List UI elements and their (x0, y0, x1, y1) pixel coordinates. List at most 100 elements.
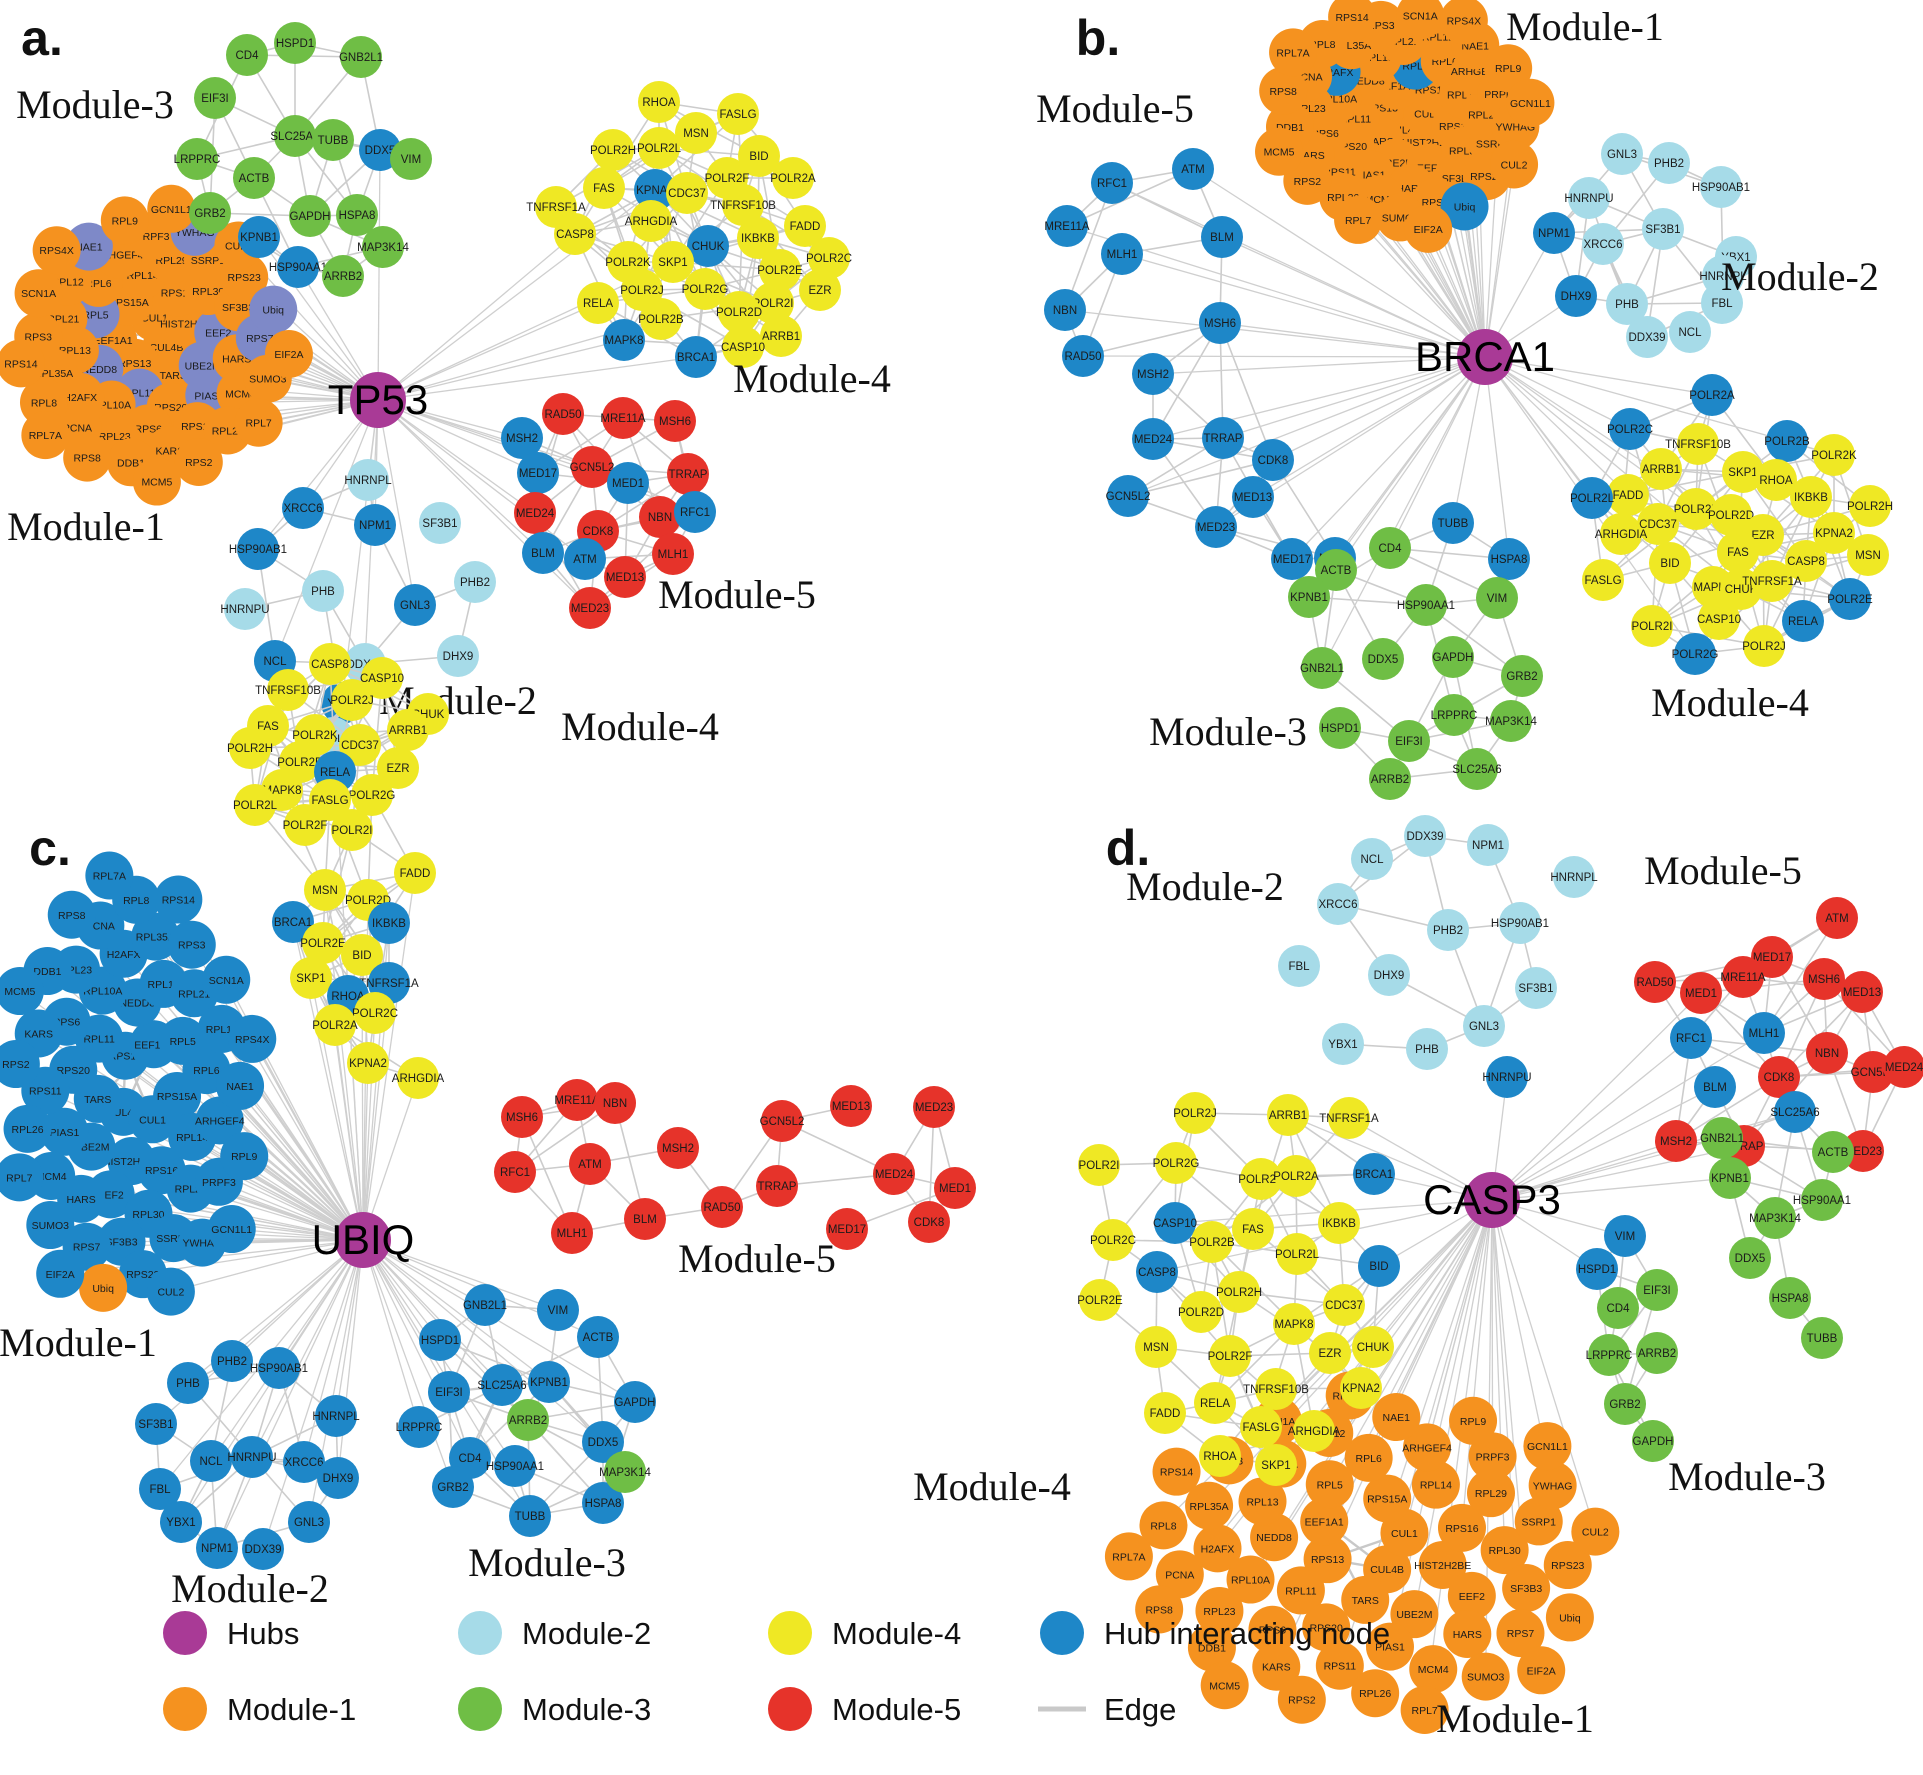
node-circle-POLR2A[interactable] (314, 1004, 356, 1046)
node-circle-POLR2F[interactable] (1675, 488, 1717, 530)
node-circle-SLC25A6[interactable] (1774, 1091, 1816, 1133)
node-RPL7[interactable]: RPL7 (234, 398, 283, 447)
legend-item-module-3[interactable]: Module-3 (458, 1687, 651, 1731)
node-GCN1L1[interactable]: GCN1L1 (1506, 78, 1555, 127)
node-CD4[interactable]: CD4 (1597, 1287, 1639, 1329)
node-POLR2L[interactable]: POLR2L (1570, 477, 1615, 519)
node-circle-POLR2D[interactable] (1710, 494, 1752, 536)
node-circle-HSP90AB1[interactable] (1700, 166, 1742, 208)
node-circle-EIF2A[interactable] (1517, 1646, 1566, 1695)
node-circle-TNFRSF10B[interactable] (1255, 1368, 1297, 1410)
node-circle-BID[interactable] (738, 135, 780, 177)
node-ARRB2[interactable]: ARRB2 (322, 255, 364, 297)
node-MSN[interactable]: MSN (675, 112, 717, 154)
node-circle-ARHGDIA[interactable] (630, 200, 672, 242)
node-circle-GRB2[interactable] (1604, 1383, 1646, 1425)
node-circle-HSP90AA1[interactable] (277, 246, 319, 288)
node-circle-MAP3K14[interactable] (604, 1451, 646, 1493)
node-NCL[interactable]: NCL (1351, 838, 1393, 880)
node-circle-HNRNPU[interactable] (224, 588, 266, 630)
node-MED13[interactable]: MED13 (604, 556, 646, 598)
node-circle-CDC37[interactable] (666, 172, 708, 214)
node-circle-POLR2B[interactable] (1191, 1221, 1233, 1263)
node-circle-HSPA8[interactable] (1488, 538, 1530, 580)
node-circle-RELA[interactable] (1194, 1382, 1236, 1424)
node-circle-Ubiq[interactable] (249, 285, 298, 334)
node-circle-BLM[interactable] (624, 1198, 666, 1240)
node-MED1[interactable]: MED1 (1680, 972, 1722, 1014)
node-ACTB[interactable]: ACTB (1812, 1131, 1854, 1173)
node-circle-FAS[interactable] (1717, 531, 1759, 573)
node-circle-CASP10[interactable] (1154, 1202, 1196, 1244)
node-IKBKB[interactable]: IKBKB (368, 902, 410, 944)
node-circle-DDX5[interactable] (582, 1421, 624, 1463)
node-circle-RPS15A[interactable] (1363, 1474, 1412, 1523)
node-POLR2L[interactable]: POLR2L (637, 127, 682, 169)
node-circle-HNRNPU[interactable] (1568, 177, 1610, 219)
node-circle-GRB2[interactable] (432, 1466, 474, 1508)
node-GRB2[interactable]: GRB2 (189, 192, 231, 234)
node-SF3B1[interactable]: SF3B1 (1515, 967, 1557, 1009)
node-circle-MED17[interactable] (1271, 538, 1313, 580)
node-circle-BID[interactable] (1649, 542, 1691, 584)
node-circle-RHOA[interactable] (1755, 459, 1797, 501)
node-circle-ARHGEF4[interactable] (1403, 1423, 1452, 1472)
node-circle-ATM[interactable] (1172, 148, 1214, 190)
node-circle-MSN[interactable] (304, 869, 346, 911)
node-MLH1[interactable]: MLH1 (551, 1212, 593, 1254)
node-circle-GCN1L1[interactable] (207, 1205, 256, 1254)
node-SKP1[interactable]: SKP1 (1255, 1444, 1297, 1486)
node-circle-PHB2[interactable] (211, 1340, 253, 1382)
node-circle-MLH1[interactable] (652, 533, 694, 575)
node-circle-GNB2L1[interactable] (340, 36, 382, 78)
node-circle-MAP3K14[interactable] (362, 226, 404, 268)
node-circle-RPS2[interactable] (0, 1040, 40, 1089)
node-MAPK8[interactable]: MAPK8 (603, 319, 645, 361)
node-circle-MSH6[interactable] (1199, 302, 1241, 344)
node-circle-RPS6[interactable] (1248, 1605, 1297, 1654)
node-circle-EIF2A[interactable] (36, 1249, 85, 1298)
node-circle-SF3B1[interactable] (419, 502, 461, 544)
node-KPNA2[interactable]: KPNA2 (1340, 1367, 1382, 1409)
node-circle-SUMO3[interactable] (1461, 1652, 1510, 1701)
node-circle-XRCC6[interactable] (1582, 223, 1624, 265)
node-circle-HNRNPL[interactable] (347, 459, 389, 501)
node-circle-RPL9[interactable] (220, 1132, 269, 1181)
node-circle-PHB[interactable] (1406, 1028, 1448, 1070)
node-circle-POLR2B[interactable] (1766, 420, 1808, 462)
node-BID[interactable]: BID (1358, 1245, 1400, 1287)
node-circle-RELA[interactable] (577, 282, 619, 324)
node-circle-FAS[interactable] (583, 167, 625, 209)
node-POLR2C[interactable]: POLR2C (1090, 1219, 1136, 1261)
node-circle-YWHAG[interactable] (1528, 1461, 1577, 1510)
node-circle-IKBKB[interactable] (368, 902, 410, 944)
node-circle-KPNA2[interactable] (634, 169, 676, 211)
node-circle-ACTB[interactable] (1315, 549, 1357, 591)
node-RFC1[interactable]: RFC1 (1670, 1017, 1712, 1059)
node-circle-GAPDH[interactable] (1432, 636, 1474, 678)
node-MAP3K14[interactable]: MAP3K14 (1749, 1197, 1801, 1239)
node-circle-TNFRSF10B[interactable] (1677, 423, 1719, 465)
node-circle-RPL7[interactable] (234, 398, 283, 447)
node-circle-PIAS1[interactable] (1365, 1622, 1414, 1671)
node-circle-RPS23[interactable] (1543, 1541, 1592, 1590)
node-circle-GCN1L1[interactable] (1523, 1422, 1572, 1471)
node-circle-GNB2L1[interactable] (1301, 647, 1343, 689)
node-CDC37[interactable]: CDC37 (1637, 503, 1679, 545)
node-circle-ATM[interactable] (569, 1143, 611, 1185)
node-circle-MRE11A[interactable] (602, 397, 644, 439)
node-circle-POLR2J[interactable] (331, 679, 373, 721)
node-circle-TRRAP[interactable] (1202, 417, 1244, 459)
node-circle-ARRB2[interactable] (322, 255, 364, 297)
node-circle-POLR2A[interactable] (1691, 374, 1733, 416)
node-MED13[interactable]: MED13 (1232, 476, 1274, 518)
node-RAD50[interactable]: RAD50 (1062, 335, 1104, 377)
node-circle-POLR2D[interactable] (1180, 1291, 1222, 1333)
node-circle-FBL[interactable] (1701, 282, 1743, 324)
node-circle-GCN5L2[interactable] (761, 1100, 803, 1142)
node-LRPPRC[interactable]: LRPPRC (396, 1406, 443, 1448)
node-ARRB2[interactable]: ARRB2 (1636, 1332, 1678, 1374)
node-HSPD1[interactable]: HSPD1 (1319, 707, 1361, 749)
node-GAPDH[interactable]: GAPDH (1632, 1420, 1674, 1462)
node-GNL3[interactable]: GNL3 (288, 1501, 330, 1543)
